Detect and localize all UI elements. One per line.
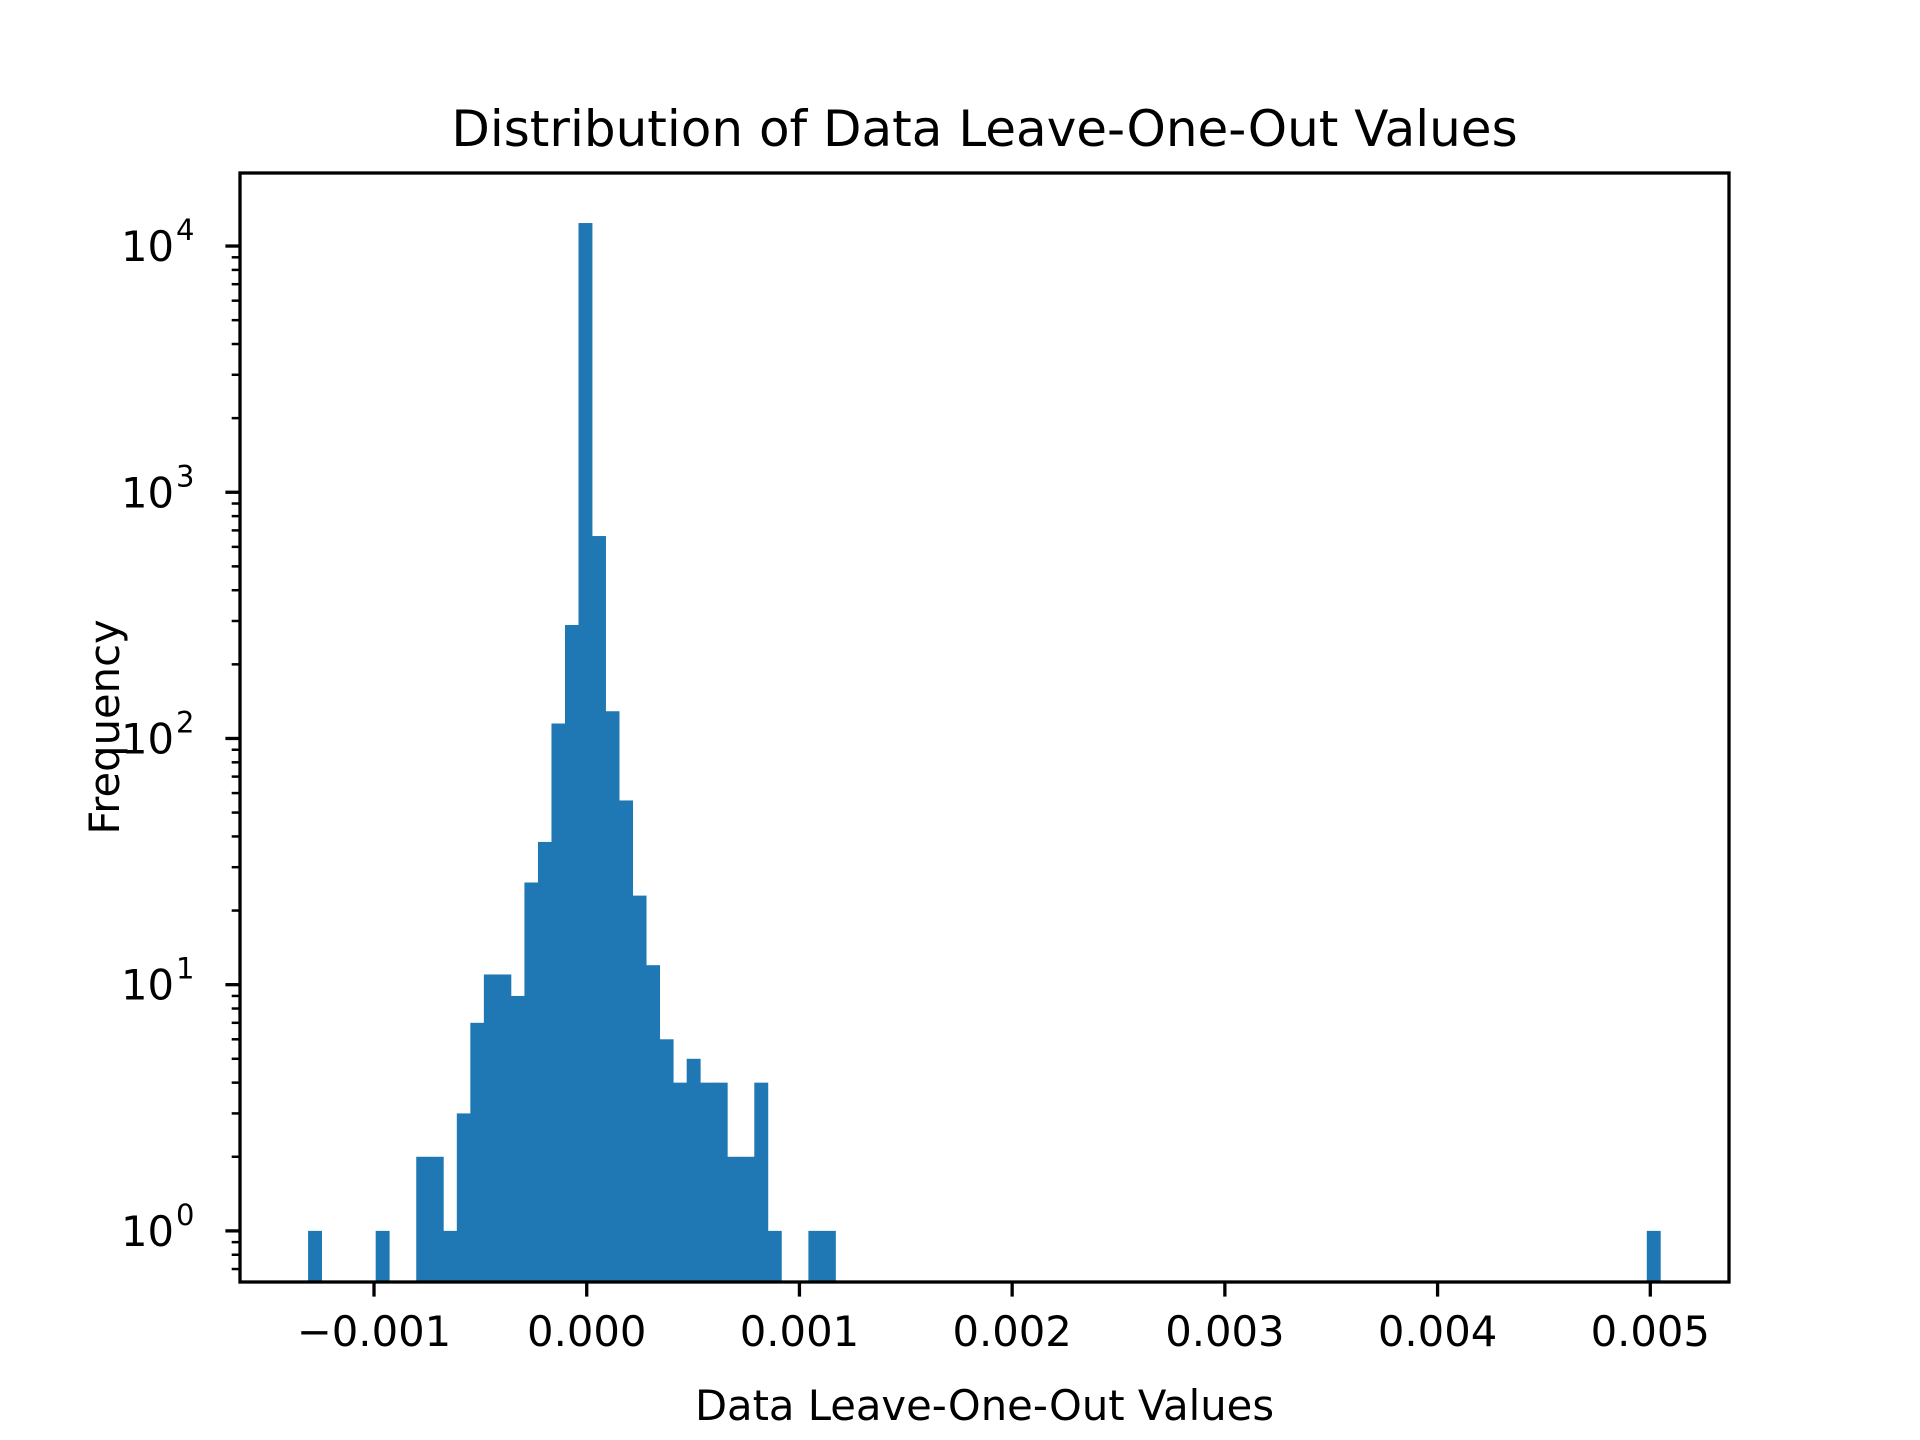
y-tick-exponent: 4 [176,213,194,247]
histogram-bar [1646,1230,1661,1282]
histogram-bar [632,895,647,1282]
x-tick-label: −0.001 [297,1307,451,1356]
histogram-bar [808,1230,823,1282]
histogram-bar [443,1230,458,1282]
histogram-bar [727,1156,742,1282]
y-tick-label: 10 [121,714,174,763]
x-tick-label: 0.000 [527,1307,646,1356]
y-tick-exponent: 2 [176,705,194,739]
histogram-bar [429,1156,444,1282]
histogram-bar [578,223,593,1282]
histogram-bar [308,1230,322,1282]
histogram-bar [821,1230,836,1282]
y-tick-label: 10 [121,1207,174,1256]
histogram-bar [537,841,552,1282]
histogram-bars [308,223,1661,1282]
histogram-bar [767,1230,782,1282]
histogram-bar [686,1058,701,1282]
y-tick-label: 10 [121,222,174,271]
x-tick-label: 0.004 [1378,1307,1497,1356]
x-tick-label: 0.002 [952,1307,1071,1356]
histogram-bar [375,1230,390,1282]
x-tick-label: 0.001 [740,1307,859,1356]
histogram-bar [700,1082,715,1282]
histogram-bar [524,882,539,1282]
histogram-bar [659,1039,674,1282]
histogram-bar [456,1113,471,1282]
histogram-bar [564,624,579,1282]
y-tick-exponent: 3 [176,459,194,493]
histogram-bar [483,974,498,1282]
histogram-bar [551,723,566,1282]
histogram-bar [605,711,620,1282]
histogram-bar [754,1082,769,1282]
histogram-bar [497,974,512,1282]
histogram-bar [470,1022,485,1282]
histogram-bar [740,1156,755,1282]
chart-title: Distribution of Data Leave-One-Out Value… [451,100,1518,158]
histogram-bar [619,800,633,1282]
histogram-bar [510,995,525,1282]
histogram-bar [673,1082,688,1282]
histogram-bar [592,536,606,1282]
y-tick-exponent: 0 [176,1198,194,1232]
histogram-bar [646,965,661,1282]
x-tick-label: 0.003 [1165,1307,1284,1356]
x-tick-label: 0.005 [1591,1307,1710,1356]
y-tick-exponent: 1 [176,952,194,986]
y-axis-label: Frequency [80,619,129,835]
x-axis-label: Data Leave-One-Out Values [694,1381,1275,1430]
axes-frame [238,171,1731,1284]
histogram-bar [713,1082,728,1282]
histogram-bar [416,1156,431,1282]
y-tick-label: 10 [121,961,174,1010]
y-tick-label: 10 [121,468,174,517]
x-axis-ticks: −0.001 0.000 0.001 0.002 0.003 0.004 0.005 [297,1282,1710,1356]
